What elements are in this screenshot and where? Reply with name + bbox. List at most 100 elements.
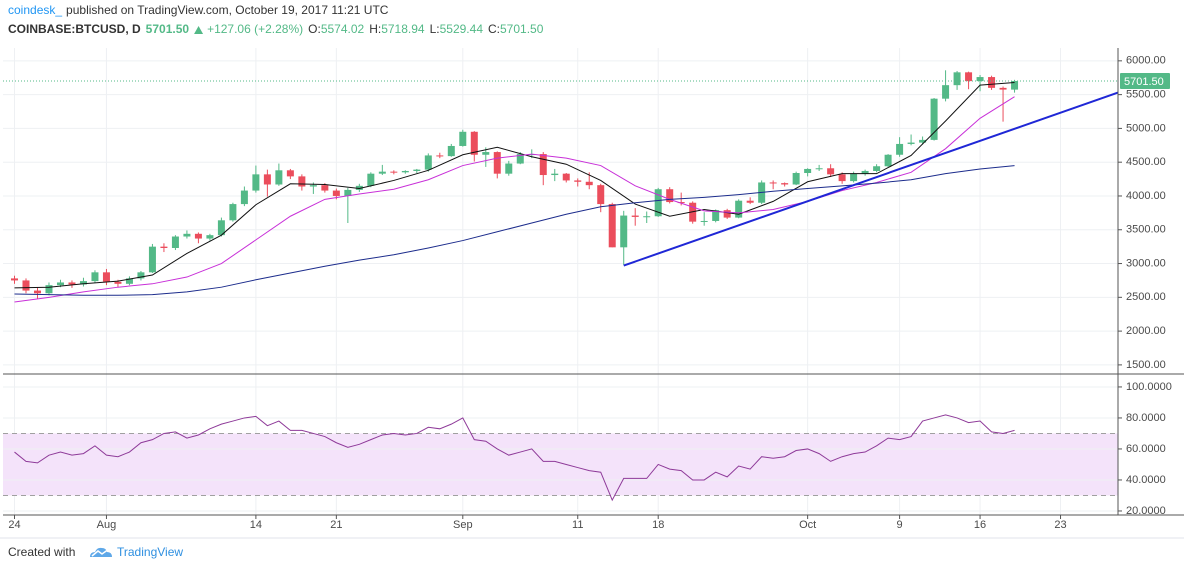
candle-body [183,233,191,237]
candle-body [68,282,76,285]
symbol: COINBASE:BTCUSD, D [8,22,141,36]
candle-body [252,174,260,191]
candle-body [850,173,858,182]
candle-body [160,246,168,248]
candle-body [22,280,30,291]
candle-body [137,272,145,279]
ohlc-key: C: [488,22,500,36]
ohlc-value: 5718.94 [381,22,425,36]
candle-body [884,154,892,167]
logo-line [91,548,110,557]
logo[interactable] [90,547,112,557]
x-tick-label: 16 [974,519,986,531]
y-tick-label: 5000.00 [1126,122,1166,134]
candle-body [666,189,674,203]
moving-average [14,81,1015,289]
ohlc-value: 5701.50 [500,22,544,36]
candle-body [470,131,478,155]
moving-average [14,96,1015,303]
candle-body [953,72,961,86]
candle-body [309,185,317,187]
candle-body [551,173,559,176]
published: published on TradingView.com, October 19… [66,3,389,17]
candle-body [125,278,133,284]
candle-body [907,142,915,144]
candle-body [654,189,662,217]
candle-body [781,183,789,185]
y-tick-label: 4000.00 [1126,190,1166,202]
moving-average [14,165,1015,296]
candle-body [447,145,455,157]
candle-body [723,210,731,218]
price: 5701.50 [146,22,190,36]
candle-body [390,171,398,173]
ohlc-line: +127.06 (+2.28%) O:5574.02 H:5718.94 L:5529… [207,22,544,36]
x-tick-label: 14 [250,519,262,531]
candle-body [148,246,156,273]
candle-body [263,174,271,185]
x-tick-label: Oct [799,519,816,531]
candle-body [91,272,99,282]
y-tick-label: 20.0000 [1126,505,1166,517]
candle-body [102,272,110,282]
candle-body [459,131,467,146]
candle-body [240,190,248,205]
candle-body [769,182,777,184]
y-tick-label: 6000.00 [1126,55,1166,67]
candle-body [332,190,340,196]
y-tick-label: 2000.00 [1126,325,1166,337]
candle-body [608,204,616,248]
y-tick-label: 2500.00 [1126,291,1166,303]
candle-body [367,173,375,186]
candle-body [275,170,283,185]
y-tick-label: 1500.00 [1126,359,1166,371]
candle-body [965,72,973,82]
footer-brand[interactable]: TradingView [117,545,183,559]
plot-area [3,48,1119,515]
candle-body [838,174,846,182]
candle-body [493,152,501,174]
x-tick-label: 24 [8,519,20,531]
candle-body [620,215,628,248]
candle-body [194,233,202,239]
x-tick-label: Aug [97,519,117,531]
candle-body [585,181,593,186]
candle-body [735,200,743,218]
y-tick-label: 100.0000 [1126,381,1172,393]
candle-body [896,143,904,155]
x-tick-label: 11 [572,519,583,531]
candle-body [378,171,386,174]
candle-body [401,170,409,173]
x-tick-label: 23 [1054,519,1066,531]
candle-body [413,169,421,171]
author[interactable]: coindesk_ [8,3,62,17]
up-arrow [194,26,204,34]
candle-body [861,170,869,174]
candle-body [574,180,582,182]
candle-body [355,185,363,190]
footer-prefix: Created with [8,545,75,559]
candle-body [436,155,444,157]
candle-body [712,210,720,221]
candle-body [942,85,950,99]
y-tick-label: 4500.00 [1126,156,1166,168]
candle-body [56,282,64,286]
band-fill [3,433,1118,496]
ohlc-value: 5529.44 [440,22,484,36]
y-tick-label: 60.0000 [1126,443,1166,455]
candle-body [424,155,432,170]
candle-body [815,168,823,170]
candle-body [988,77,996,88]
rsi-line [14,414,1015,502]
candle-body [10,278,18,281]
candle-body [746,200,754,203]
candle-body [631,215,639,217]
candle-body [482,152,490,155]
candle-body [804,168,812,173]
symbol-line: COINBASE:BTCUSD, D 5701.50 [8,22,189,36]
last-price-label: 5701.50 [1124,76,1164,88]
candle-body [505,163,513,174]
candle-body [930,98,938,140]
candle-body [873,166,881,171]
candle-body [45,285,53,294]
